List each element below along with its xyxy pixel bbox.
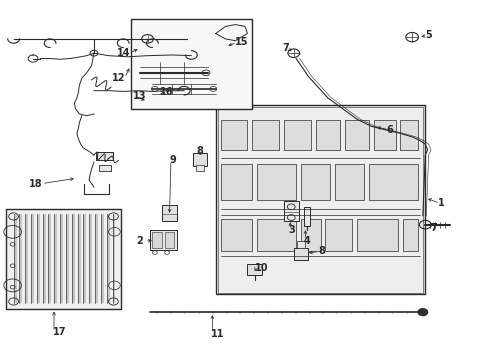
Text: 1: 1 [438,198,444,208]
Bar [6,208,121,309]
Text: 5: 5 [425,30,432,40]
Bar [297,242,305,248]
Text: 9: 9 [170,156,176,165]
Text: 11: 11 [211,329,224,339]
Text: 14: 14 [117,48,130,58]
Bar [252,120,279,150]
Bar [357,219,398,251]
Text: 16: 16 [160,87,173,98]
Text: 2: 2 [136,236,143,246]
Bar [165,232,174,248]
Circle shape [90,50,98,56]
Bar [369,164,418,200]
Bar [218,107,423,293]
Bar [193,153,207,166]
Bar [196,165,204,171]
Bar [247,264,262,275]
Bar [150,230,177,249]
Bar [162,205,177,221]
Bar [257,219,296,251]
Text: 15: 15 [235,37,249,48]
Bar [284,120,311,150]
Text: 18: 18 [29,179,43,189]
Text: 10: 10 [255,262,268,273]
Text: 8: 8 [318,247,325,256]
Text: 7: 7 [282,43,289,53]
Bar [216,105,425,294]
Bar [257,164,296,200]
Text: 3: 3 [289,225,295,235]
Bar [130,19,252,109]
Bar [316,120,340,150]
Bar [220,120,247,150]
Bar [97,153,114,160]
Bar [304,207,310,226]
Bar [220,219,252,251]
Bar [99,165,111,171]
Bar [301,164,330,200]
Bar [335,164,365,200]
Bar [374,120,396,150]
Text: 13: 13 [133,91,147,101]
Text: 4: 4 [303,236,310,246]
Bar [220,164,252,200]
Bar [325,219,352,251]
Text: 12: 12 [112,73,125,83]
Bar [403,219,418,251]
Bar [345,120,369,150]
Bar [284,202,298,221]
Bar [301,219,320,251]
Bar [400,120,418,150]
Bar [294,248,308,260]
Circle shape [418,309,428,316]
Text: 7: 7 [430,223,437,233]
Text: 6: 6 [386,125,393,135]
Text: 8: 8 [196,147,203,157]
Text: 17: 17 [52,327,66,337]
Bar [152,232,162,248]
